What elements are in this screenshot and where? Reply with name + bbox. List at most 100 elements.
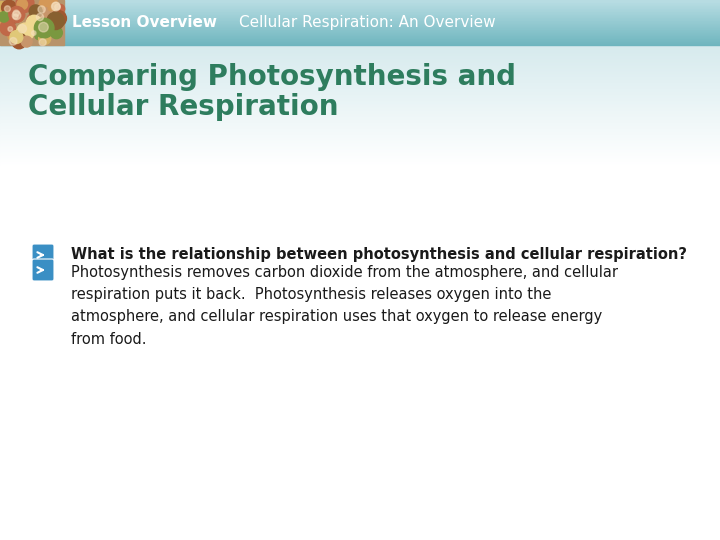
- Bar: [0, 118, 720, 120]
- Bar: [0, 63, 720, 64]
- Bar: [0, 52, 720, 54]
- Bar: [0, 44, 720, 45]
- Bar: [0, 26, 720, 27]
- Circle shape: [50, 27, 63, 39]
- Circle shape: [9, 6, 24, 23]
- Circle shape: [50, 11, 66, 26]
- Bar: [0, 125, 720, 126]
- Bar: [0, 32, 720, 33]
- Bar: [0, 153, 720, 154]
- Bar: [0, 99, 720, 100]
- Bar: [0, 85, 720, 87]
- Bar: [0, 46, 720, 48]
- Bar: [0, 91, 720, 93]
- Circle shape: [35, 32, 42, 39]
- Circle shape: [0, 2, 10, 17]
- Circle shape: [16, 14, 24, 22]
- Bar: [0, 120, 720, 122]
- Circle shape: [52, 2, 60, 11]
- Bar: [0, 38, 720, 39]
- Circle shape: [36, 14, 43, 21]
- Text: Lesson Overview: Lesson Overview: [72, 15, 217, 30]
- Bar: [0, 36, 720, 37]
- Bar: [0, 58, 720, 60]
- Bar: [0, 42, 720, 43]
- Bar: [0, 102, 720, 104]
- Bar: [0, 33, 720, 35]
- Circle shape: [13, 10, 19, 16]
- Bar: [0, 13, 720, 14]
- Bar: [0, 90, 720, 91]
- Bar: [0, 77, 720, 78]
- Bar: [0, 16, 720, 17]
- Bar: [0, 48, 720, 50]
- Bar: [0, 28, 720, 29]
- FancyBboxPatch shape: [32, 244, 54, 266]
- Circle shape: [40, 9, 59, 28]
- Bar: [0, 105, 720, 106]
- Circle shape: [0, 20, 9, 31]
- Bar: [0, 12, 720, 13]
- Bar: [0, 150, 720, 152]
- Circle shape: [36, 27, 43, 35]
- Bar: [0, 1, 720, 2]
- Bar: [0, 145, 720, 147]
- Circle shape: [17, 0, 27, 10]
- Bar: [0, 5, 720, 6]
- Bar: [0, 0, 64, 45]
- Bar: [0, 69, 720, 71]
- Bar: [0, 132, 720, 133]
- Bar: [0, 0, 720, 1]
- Bar: [0, 156, 720, 158]
- Bar: [0, 68, 720, 69]
- Bar: [0, 25, 720, 26]
- Bar: [0, 116, 720, 117]
- Bar: [0, 29, 720, 30]
- Bar: [0, 54, 720, 56]
- Circle shape: [14, 30, 30, 45]
- Circle shape: [30, 5, 42, 18]
- Circle shape: [0, 12, 9, 22]
- Text: Photosynthesis removes carbon dioxide from the atmosphere, and cellular
respirat: Photosynthesis removes carbon dioxide fr…: [71, 265, 618, 347]
- Bar: [0, 37, 720, 38]
- Bar: [0, 110, 720, 111]
- Circle shape: [36, 15, 42, 21]
- Circle shape: [4, 6, 10, 12]
- Bar: [0, 126, 720, 127]
- Circle shape: [37, 8, 55, 26]
- Bar: [0, 18, 720, 19]
- Bar: [0, 60, 720, 62]
- Bar: [0, 129, 720, 131]
- Bar: [0, 100, 720, 102]
- Bar: [0, 57, 720, 58]
- Bar: [0, 2, 720, 3]
- Bar: [0, 45, 720, 46]
- Bar: [0, 104, 720, 105]
- Circle shape: [48, 5, 54, 11]
- Bar: [0, 15, 720, 16]
- Text: Cellular Respiration: Cellular Respiration: [28, 93, 338, 121]
- Bar: [0, 117, 720, 118]
- Circle shape: [22, 36, 32, 47]
- Bar: [0, 6, 720, 8]
- Circle shape: [55, 13, 65, 23]
- Bar: [0, 20, 720, 21]
- Circle shape: [10, 31, 23, 44]
- Bar: [0, 141, 720, 143]
- Bar: [0, 159, 720, 160]
- Circle shape: [39, 39, 46, 46]
- Bar: [0, 133, 720, 135]
- Text: What is the relationship between photosynthesis and cellular respiration?: What is the relationship between photosy…: [71, 247, 687, 262]
- Bar: [0, 64, 720, 66]
- Bar: [0, 165, 720, 540]
- Circle shape: [0, 20, 15, 36]
- Bar: [0, 81, 720, 83]
- Bar: [0, 51, 720, 52]
- Circle shape: [12, 11, 21, 20]
- Bar: [0, 154, 720, 156]
- Circle shape: [55, 4, 60, 10]
- Bar: [0, 43, 720, 44]
- Circle shape: [26, 15, 42, 31]
- Circle shape: [40, 0, 58, 14]
- Circle shape: [27, 12, 46, 31]
